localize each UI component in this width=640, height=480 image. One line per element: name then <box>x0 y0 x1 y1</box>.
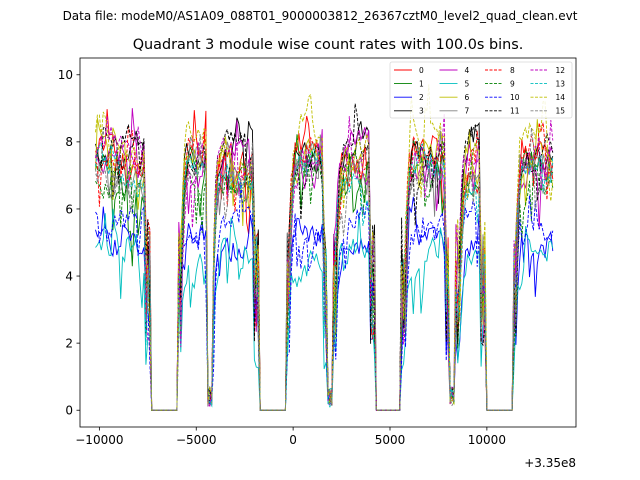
legend-label: 9 <box>510 79 515 88</box>
x-tick-label: −10000 <box>75 433 123 447</box>
legend-label: 8 <box>510 66 515 75</box>
plot-frame <box>79 57 577 428</box>
y-tick-label: 2 <box>65 336 73 350</box>
y-tick-label: 0 <box>65 404 73 418</box>
legend-label: 10 <box>510 93 520 102</box>
x-tick-label: 5000 <box>375 433 406 447</box>
x-tick-label: −5000 <box>176 433 217 447</box>
series-line-15 <box>95 127 554 411</box>
legend-label: 13 <box>556 79 566 88</box>
y-tick-label: 6 <box>65 202 73 216</box>
legend-label: 2 <box>419 93 424 102</box>
legend-label: 4 <box>465 66 470 75</box>
y-axis: 0 2 4 6 8 10 <box>58 68 80 418</box>
y-tick-label: 8 <box>65 135 73 149</box>
legend-label: 14 <box>556 93 566 102</box>
chart-title: Quadrant 3 module wise count rates with … <box>133 37 524 53</box>
x-offset-label: +3.35e8 <box>524 456 576 470</box>
legend-label: 6 <box>465 93 470 102</box>
legend-label: 0 <box>419 66 424 75</box>
legend-label: 11 <box>510 107 520 116</box>
x-axis: −10000 −5000 0 5000 10000 <box>75 427 506 447</box>
series-lines-layer <box>95 84 554 411</box>
y-tick-label: 4 <box>65 269 73 283</box>
legend-label: 3 <box>419 107 424 116</box>
x-tick-label: 10000 <box>468 433 506 447</box>
y-tick-label: 10 <box>58 68 73 82</box>
legend-label: 5 <box>465 79 470 88</box>
legend-label: 1 <box>419 79 424 88</box>
x-tick-label: 0 <box>289 433 297 447</box>
figure-suptitle: Data file: modeM0/AS1A09_088T01_90000038… <box>63 9 578 23</box>
legend-label: 12 <box>556 66 566 75</box>
legend-box <box>389 61 573 119</box>
legend-label: 7 <box>465 107 470 116</box>
legend-label: 15 <box>556 107 566 116</box>
